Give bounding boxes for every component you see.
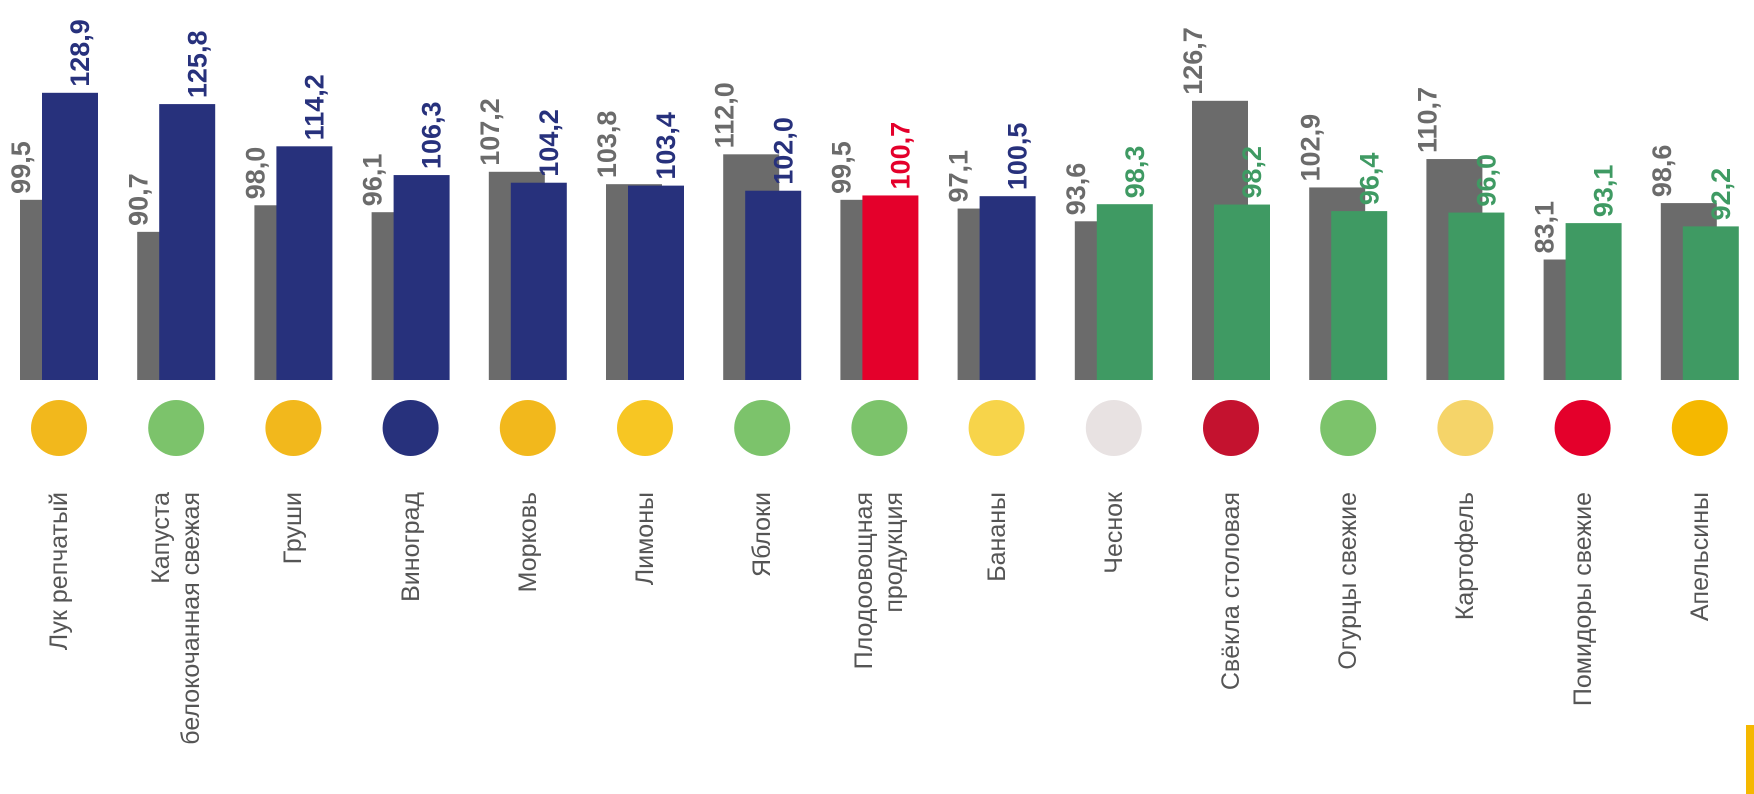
bar bbox=[628, 185, 684, 380]
value-label: 92,2 bbox=[1706, 168, 1736, 221]
category-label: Виноград bbox=[396, 492, 425, 602]
category-label: Яблоки bbox=[748, 492, 777, 577]
icon bbox=[1203, 400, 1259, 456]
category-label: Картофель bbox=[1451, 492, 1480, 621]
category-label: Морковь bbox=[513, 492, 542, 593]
value-label: 98,6 bbox=[1647, 145, 1677, 198]
value-label: 99,5 bbox=[827, 141, 857, 194]
bar bbox=[159, 104, 216, 380]
value-label: 90,7 bbox=[123, 173, 153, 226]
bar bbox=[276, 146, 333, 380]
bar bbox=[42, 92, 98, 380]
value-label: 106,3 bbox=[417, 101, 447, 169]
value-label: 103,4 bbox=[651, 112, 681, 180]
value-label: 100,7 bbox=[886, 122, 916, 190]
value-label: 102,9 bbox=[1295, 114, 1325, 182]
bar bbox=[393, 175, 450, 380]
value-label: 98,2 bbox=[1237, 146, 1267, 199]
icon bbox=[1320, 400, 1377, 456]
value-label: 96,0 bbox=[1472, 154, 1502, 207]
value-label: 83,1 bbox=[1530, 201, 1560, 254]
bar bbox=[745, 190, 802, 380]
category-label: Бананы bbox=[982, 492, 1011, 582]
value-label: 128,9 bbox=[65, 19, 95, 87]
bar bbox=[1096, 204, 1153, 380]
value-label: 102,0 bbox=[768, 117, 798, 185]
icon bbox=[968, 400, 1025, 456]
value-label: 98,3 bbox=[1120, 146, 1150, 199]
bar bbox=[862, 195, 919, 380]
value-label: 96,4 bbox=[1354, 153, 1384, 206]
value-label: 103,8 bbox=[592, 111, 622, 179]
category-label: Капуста белокочанная свежая bbox=[147, 492, 206, 745]
category-label: Лимоны bbox=[631, 492, 659, 586]
icon bbox=[382, 400, 439, 456]
category-label: Огурцы свежие bbox=[1334, 492, 1363, 670]
icon bbox=[617, 400, 673, 456]
value-label: 93,6 bbox=[1061, 163, 1091, 216]
bar bbox=[1214, 204, 1270, 380]
category-label: Помидоры свежие bbox=[1568, 492, 1597, 707]
value-label: 104,2 bbox=[534, 109, 564, 177]
value-label: 99,5 bbox=[6, 141, 36, 194]
icon bbox=[734, 400, 791, 456]
value-label: 100,5 bbox=[1003, 123, 1033, 191]
category-label: Груши bbox=[279, 492, 308, 565]
category-label: Плодоовощная продукция bbox=[850, 492, 909, 670]
bar bbox=[1565, 223, 1622, 380]
icon bbox=[148, 400, 205, 456]
bar bbox=[979, 196, 1036, 380]
icon bbox=[1437, 400, 1494, 456]
category-label: Лук репчатый bbox=[45, 492, 73, 651]
decoration bbox=[1746, 725, 1754, 794]
value-label: 112,0 bbox=[709, 82, 739, 148]
value-label: 110,7 bbox=[1413, 87, 1443, 153]
value-label: 125,8 bbox=[182, 31, 212, 99]
value-label: 93,1 bbox=[1589, 165, 1619, 218]
icon bbox=[1671, 400, 1728, 456]
category-label: Апельсины bbox=[1685, 492, 1714, 622]
category-label: Чеснок bbox=[1099, 492, 1128, 574]
value-label: 107,2 bbox=[475, 98, 505, 166]
icon bbox=[31, 400, 87, 456]
value-label: 114,2 bbox=[300, 74, 330, 140]
bar bbox=[1331, 211, 1388, 380]
bar bbox=[1682, 226, 1739, 380]
icon bbox=[1554, 400, 1611, 456]
icon bbox=[851, 400, 908, 456]
value-label: 96,1 bbox=[358, 154, 388, 207]
icon bbox=[265, 400, 322, 456]
category-label: Свёкла столовая bbox=[1217, 492, 1245, 691]
value-label: 97,1 bbox=[944, 150, 974, 203]
icon bbox=[1085, 400, 1142, 456]
icon bbox=[499, 400, 556, 456]
bar bbox=[510, 182, 567, 380]
bar bbox=[1448, 212, 1505, 380]
value-label: 98,0 bbox=[241, 147, 271, 200]
value-label: 126,7 bbox=[1178, 27, 1208, 95]
